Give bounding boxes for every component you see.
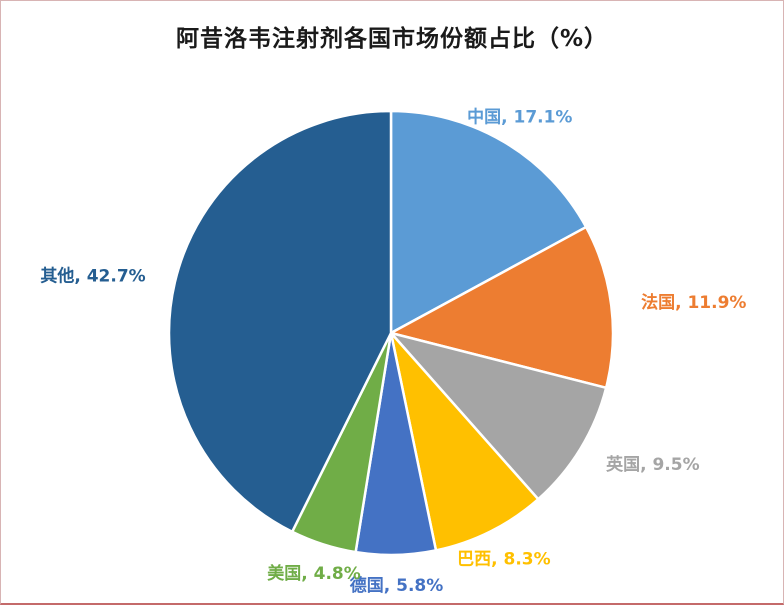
pie-slice-3	[389, 331, 540, 552]
chart-title: 阿昔洛韦注射剂各国市场份额占比（%）	[175, 26, 609, 52]
pie-slice-2	[389, 331, 608, 501]
slice-label-0: 中国, 17.1%	[467, 106, 572, 127]
pie-slice-1	[389, 225, 615, 390]
pie-slice-0	[389, 109, 588, 335]
pie-slice-6	[167, 109, 393, 534]
slice-label-4: 德国, 5.8%	[350, 575, 444, 596]
slice-label-2: 英国, 9.5%	[606, 454, 700, 475]
slice-label-6: 其他, 42.7%	[40, 265, 145, 286]
slice-label-3: 巴西, 8.3%	[457, 549, 551, 569]
slice-label-5: 美国, 4.8%	[267, 563, 361, 584]
slice-label-1: 法国, 11.9%	[641, 292, 746, 313]
